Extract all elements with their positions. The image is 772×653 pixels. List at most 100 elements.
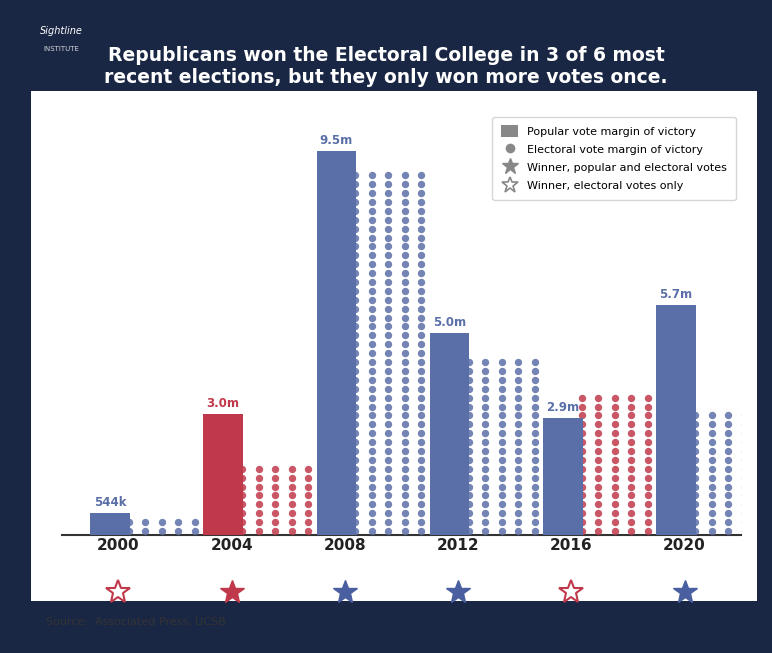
Point: [399, 402, 411, 412]
Point: [462, 375, 475, 385]
Point: [382, 179, 394, 189]
Point: [739, 437, 751, 447]
Point: [156, 517, 168, 528]
Point: [529, 357, 541, 367]
Point: [349, 517, 361, 528]
Point: [496, 464, 508, 474]
Point: [366, 517, 378, 528]
Point: [236, 490, 249, 501]
Point: [739, 410, 751, 421]
Point: [366, 312, 378, 323]
Point: [462, 437, 475, 447]
Point: [415, 277, 428, 287]
Point: [349, 339, 361, 349]
Point: [382, 454, 394, 465]
Point: [269, 499, 281, 509]
Point: [349, 268, 361, 278]
Point: [592, 472, 604, 483]
Point: [366, 357, 378, 367]
Point: [576, 446, 588, 456]
Point: [755, 437, 767, 447]
Point: [415, 481, 428, 492]
Point: [576, 392, 588, 403]
Point: [576, 428, 588, 438]
Point: [382, 410, 394, 421]
Point: [462, 454, 475, 465]
Point: [689, 446, 701, 456]
Point: [349, 330, 361, 341]
Point: [755, 517, 767, 528]
Point: [415, 250, 428, 261]
Point: [512, 357, 524, 367]
Point: [382, 348, 394, 358]
Point: [399, 188, 411, 199]
Point: [349, 277, 361, 287]
Point: [382, 357, 394, 367]
Point: [349, 383, 361, 394]
Point: [739, 526, 751, 536]
Point: [722, 410, 734, 421]
Point: [382, 499, 394, 509]
Point: [349, 215, 361, 225]
Point: [512, 419, 524, 430]
Point: [689, 481, 701, 492]
Point: [399, 526, 411, 536]
Point: [349, 499, 361, 509]
Point: [415, 402, 428, 412]
Point: [625, 464, 638, 474]
Point: [479, 472, 491, 483]
Text: Sightline: Sightline: [40, 26, 83, 36]
Point: [415, 517, 428, 528]
Point: [399, 268, 411, 278]
Point: [689, 472, 701, 483]
Point: [512, 446, 524, 456]
Point: [739, 508, 751, 518]
Point: [689, 464, 701, 474]
Point: [399, 277, 411, 287]
Point: [286, 517, 298, 528]
Point: [722, 472, 734, 483]
Point: [415, 295, 428, 305]
Point: [366, 285, 378, 296]
Point: [529, 428, 541, 438]
Point: [706, 454, 718, 465]
Point: [529, 454, 541, 465]
Point: [625, 419, 638, 430]
Point: [496, 499, 508, 509]
Point: [399, 383, 411, 394]
Point: [689, 419, 701, 430]
Point: [366, 339, 378, 349]
Point: [415, 312, 428, 323]
Point: [529, 490, 541, 501]
Point: [382, 402, 394, 412]
Point: [415, 285, 428, 296]
Point: [252, 472, 265, 483]
Point: [592, 454, 604, 465]
Point: [706, 508, 718, 518]
Point: [366, 268, 378, 278]
Point: [755, 526, 767, 536]
Point: [399, 321, 411, 332]
Point: [592, 437, 604, 447]
Point: [592, 446, 604, 456]
Point: [415, 304, 428, 314]
Point: [366, 383, 378, 394]
Point: [689, 526, 701, 536]
Point: [302, 481, 314, 492]
Point: [366, 419, 378, 430]
Point: [366, 304, 378, 314]
Point: [496, 428, 508, 438]
Point: [236, 481, 249, 492]
Point: [415, 215, 428, 225]
Point: [462, 464, 475, 474]
Point: [706, 428, 718, 438]
Point: [349, 179, 361, 189]
Point: [349, 481, 361, 492]
Point: [529, 517, 541, 528]
Point: [642, 490, 654, 501]
Point: [252, 499, 265, 509]
Point: [496, 508, 508, 518]
Point: [399, 410, 411, 421]
Point: [366, 472, 378, 483]
Point: [462, 357, 475, 367]
